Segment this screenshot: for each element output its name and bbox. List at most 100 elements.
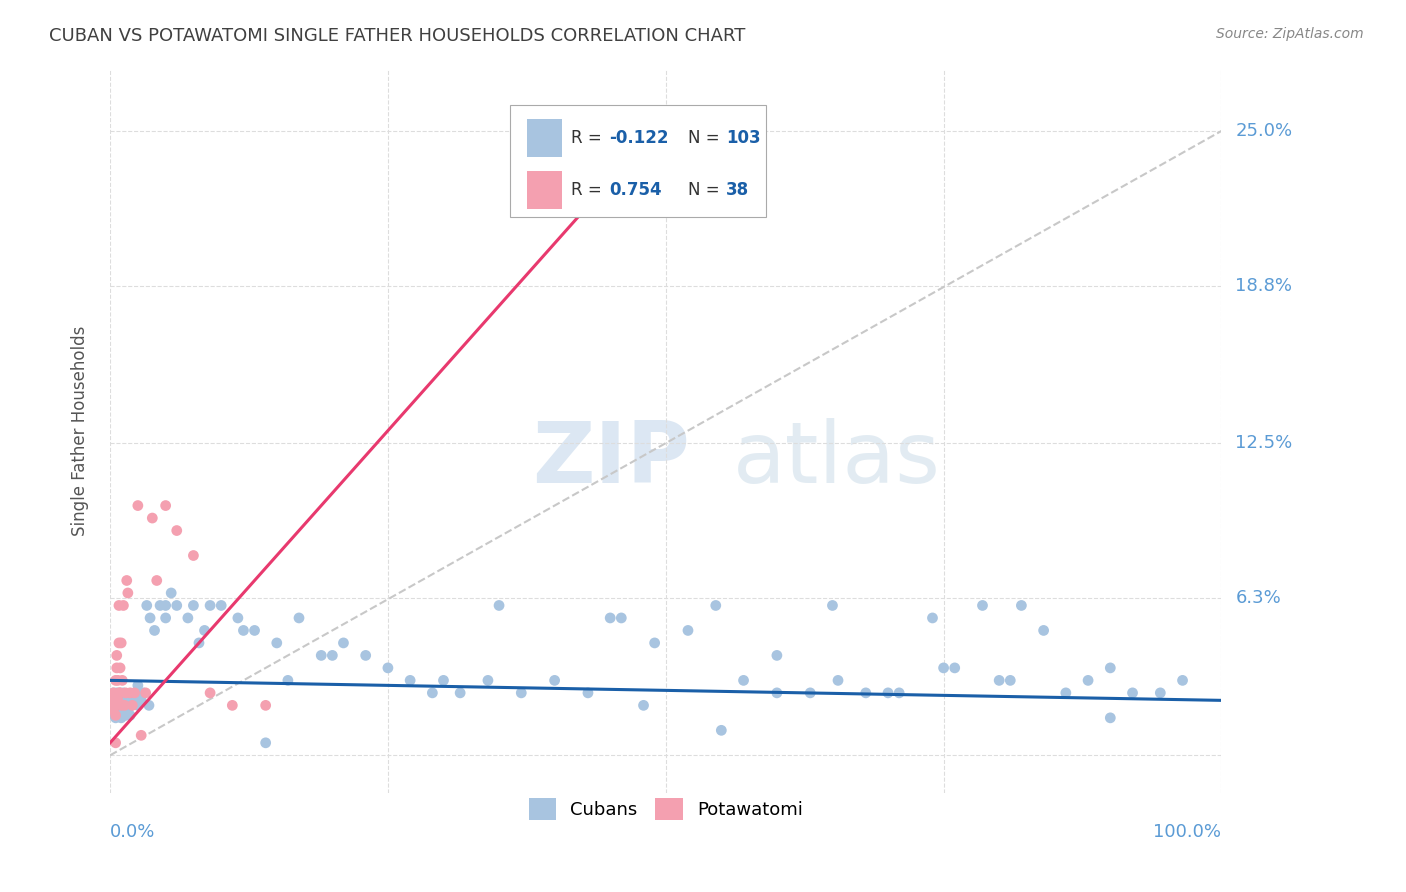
Point xyxy=(115,574,138,588)
Text: atlas: atlas xyxy=(733,418,941,501)
Point xyxy=(108,708,131,723)
Point xyxy=(139,611,162,625)
Point xyxy=(103,703,125,717)
Point xyxy=(644,636,666,650)
Text: ZIP: ZIP xyxy=(533,418,690,501)
Point xyxy=(135,599,157,613)
Text: R =: R = xyxy=(571,181,607,199)
Point xyxy=(972,599,994,613)
Point xyxy=(120,686,142,700)
Point xyxy=(254,736,277,750)
Point xyxy=(155,611,177,625)
Point xyxy=(221,698,243,713)
Point xyxy=(104,711,127,725)
Text: 103: 103 xyxy=(725,128,761,147)
Point xyxy=(108,599,131,613)
Text: CUBAN VS POTAWATOMI SINGLE FATHER HOUSEHOLDS CORRELATION CHART: CUBAN VS POTAWATOMI SINGLE FATHER HOUSEH… xyxy=(49,27,745,45)
Point xyxy=(209,599,232,613)
Point xyxy=(108,686,131,700)
Point xyxy=(108,686,131,700)
Text: 0.0%: 0.0% xyxy=(110,823,156,841)
Text: N =: N = xyxy=(688,181,725,199)
Point xyxy=(124,686,146,700)
Point xyxy=(254,698,277,713)
Point xyxy=(103,703,125,717)
Point xyxy=(177,611,200,625)
Point xyxy=(105,648,128,663)
Point xyxy=(149,599,172,613)
Point xyxy=(104,673,127,688)
Point xyxy=(115,698,138,713)
Point xyxy=(921,611,943,625)
Point xyxy=(855,686,877,700)
Point xyxy=(112,693,135,707)
Point xyxy=(576,686,599,700)
Point xyxy=(332,636,354,650)
Text: 6.3%: 6.3% xyxy=(1236,589,1281,607)
Point xyxy=(477,673,499,688)
Point xyxy=(166,524,188,538)
Point xyxy=(198,599,221,613)
Point xyxy=(710,723,733,738)
Point xyxy=(766,686,789,700)
Point xyxy=(129,728,152,742)
Point xyxy=(112,599,135,613)
FancyBboxPatch shape xyxy=(510,104,766,217)
Point xyxy=(127,698,149,713)
Point xyxy=(166,599,188,613)
Point xyxy=(633,698,655,713)
Text: 0.754: 0.754 xyxy=(609,181,662,199)
Point xyxy=(120,698,142,713)
Point xyxy=(121,693,143,707)
Point xyxy=(183,549,205,563)
Point xyxy=(110,636,132,650)
Point xyxy=(103,686,125,700)
Point xyxy=(108,698,131,713)
Point xyxy=(488,599,510,613)
Point xyxy=(127,678,149,692)
Point xyxy=(733,673,755,688)
Y-axis label: Single Father Households: Single Father Households xyxy=(72,326,89,536)
Point xyxy=(943,661,966,675)
Point xyxy=(422,686,444,700)
Point xyxy=(1000,673,1022,688)
Text: N =: N = xyxy=(688,128,725,147)
Point xyxy=(107,673,129,688)
Point xyxy=(101,693,124,707)
FancyBboxPatch shape xyxy=(527,119,562,157)
Point xyxy=(183,599,205,613)
Point xyxy=(124,686,146,700)
Point xyxy=(104,736,127,750)
Point xyxy=(309,648,332,663)
Point xyxy=(108,661,131,675)
Point xyxy=(117,586,139,600)
Point xyxy=(277,673,299,688)
Point xyxy=(676,624,699,638)
Point xyxy=(111,698,134,713)
Point xyxy=(877,686,900,700)
Point xyxy=(120,708,142,723)
Point xyxy=(103,698,125,713)
Text: 18.8%: 18.8% xyxy=(1236,277,1292,294)
Point xyxy=(198,686,221,700)
Legend: Cubans, Potawatomi: Cubans, Potawatomi xyxy=(522,790,810,827)
Point xyxy=(127,499,149,513)
Point xyxy=(107,693,129,707)
Point xyxy=(1032,624,1054,638)
Point xyxy=(111,703,134,717)
Point xyxy=(114,686,136,700)
Point xyxy=(821,599,844,613)
Point xyxy=(143,624,166,638)
Point xyxy=(1149,686,1171,700)
Point xyxy=(449,686,471,700)
Point xyxy=(889,686,911,700)
Text: 12.5%: 12.5% xyxy=(1236,434,1292,452)
Point xyxy=(155,599,177,613)
Point xyxy=(799,686,821,700)
Text: Source: ZipAtlas.com: Source: ZipAtlas.com xyxy=(1216,27,1364,41)
Point xyxy=(145,574,167,588)
Text: 25.0%: 25.0% xyxy=(1236,122,1292,140)
Point xyxy=(160,586,183,600)
Point xyxy=(107,693,129,707)
Point xyxy=(132,686,155,700)
